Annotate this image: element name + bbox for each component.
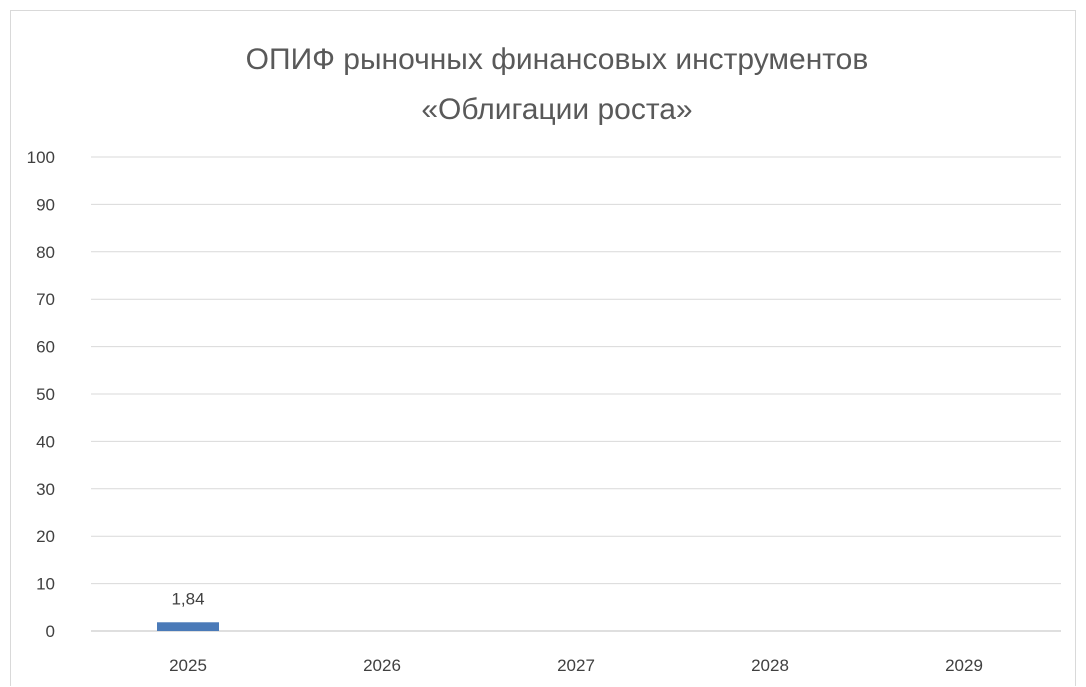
chart-title: ОПИФ рыночных финансовых инструментов «О… [246,43,869,126]
y-tick-label: 50 [36,385,55,404]
y-tick-label: 60 [36,338,55,357]
y-tick-label: 90 [36,195,55,214]
chart-frame: ОПИФ рыночных финансовых инструментов «О… [10,10,1076,686]
y-tick-label: 100 [27,148,55,167]
y-tick-label: 70 [36,290,55,309]
y-axis-ticks: 0 10 20 30 40 50 60 70 80 90 100 [27,148,55,641]
bars [157,622,219,631]
chart-title-line-1: ОПИФ рыночных финансовых инструментов [246,43,869,76]
x-tick-label: 2029 [945,656,983,675]
y-tick-label: 0 [46,622,55,641]
x-tick-label: 2025 [169,656,207,675]
y-tick-label: 40 [36,432,55,451]
x-tick-label: 2028 [751,656,789,675]
x-tick-label: 2027 [557,656,595,675]
data-label: 1,84 [171,589,204,608]
x-axis-ticks: 2025 2026 2027 2028 2029 [169,656,983,675]
x-tick-label: 2026 [363,656,401,675]
y-tick-label: 30 [36,480,55,499]
chart-title-line-2: «Облигации роста» [421,93,692,126]
y-tick-label: 10 [36,575,55,594]
data-labels: 1,84 [171,589,204,608]
bar [157,622,219,631]
gridlines [91,156,1061,632]
y-tick-label: 80 [36,243,55,262]
bar-chart: ОПИФ рыночных финансовых инструментов «О… [27,43,1061,675]
y-tick-label: 20 [36,527,55,546]
